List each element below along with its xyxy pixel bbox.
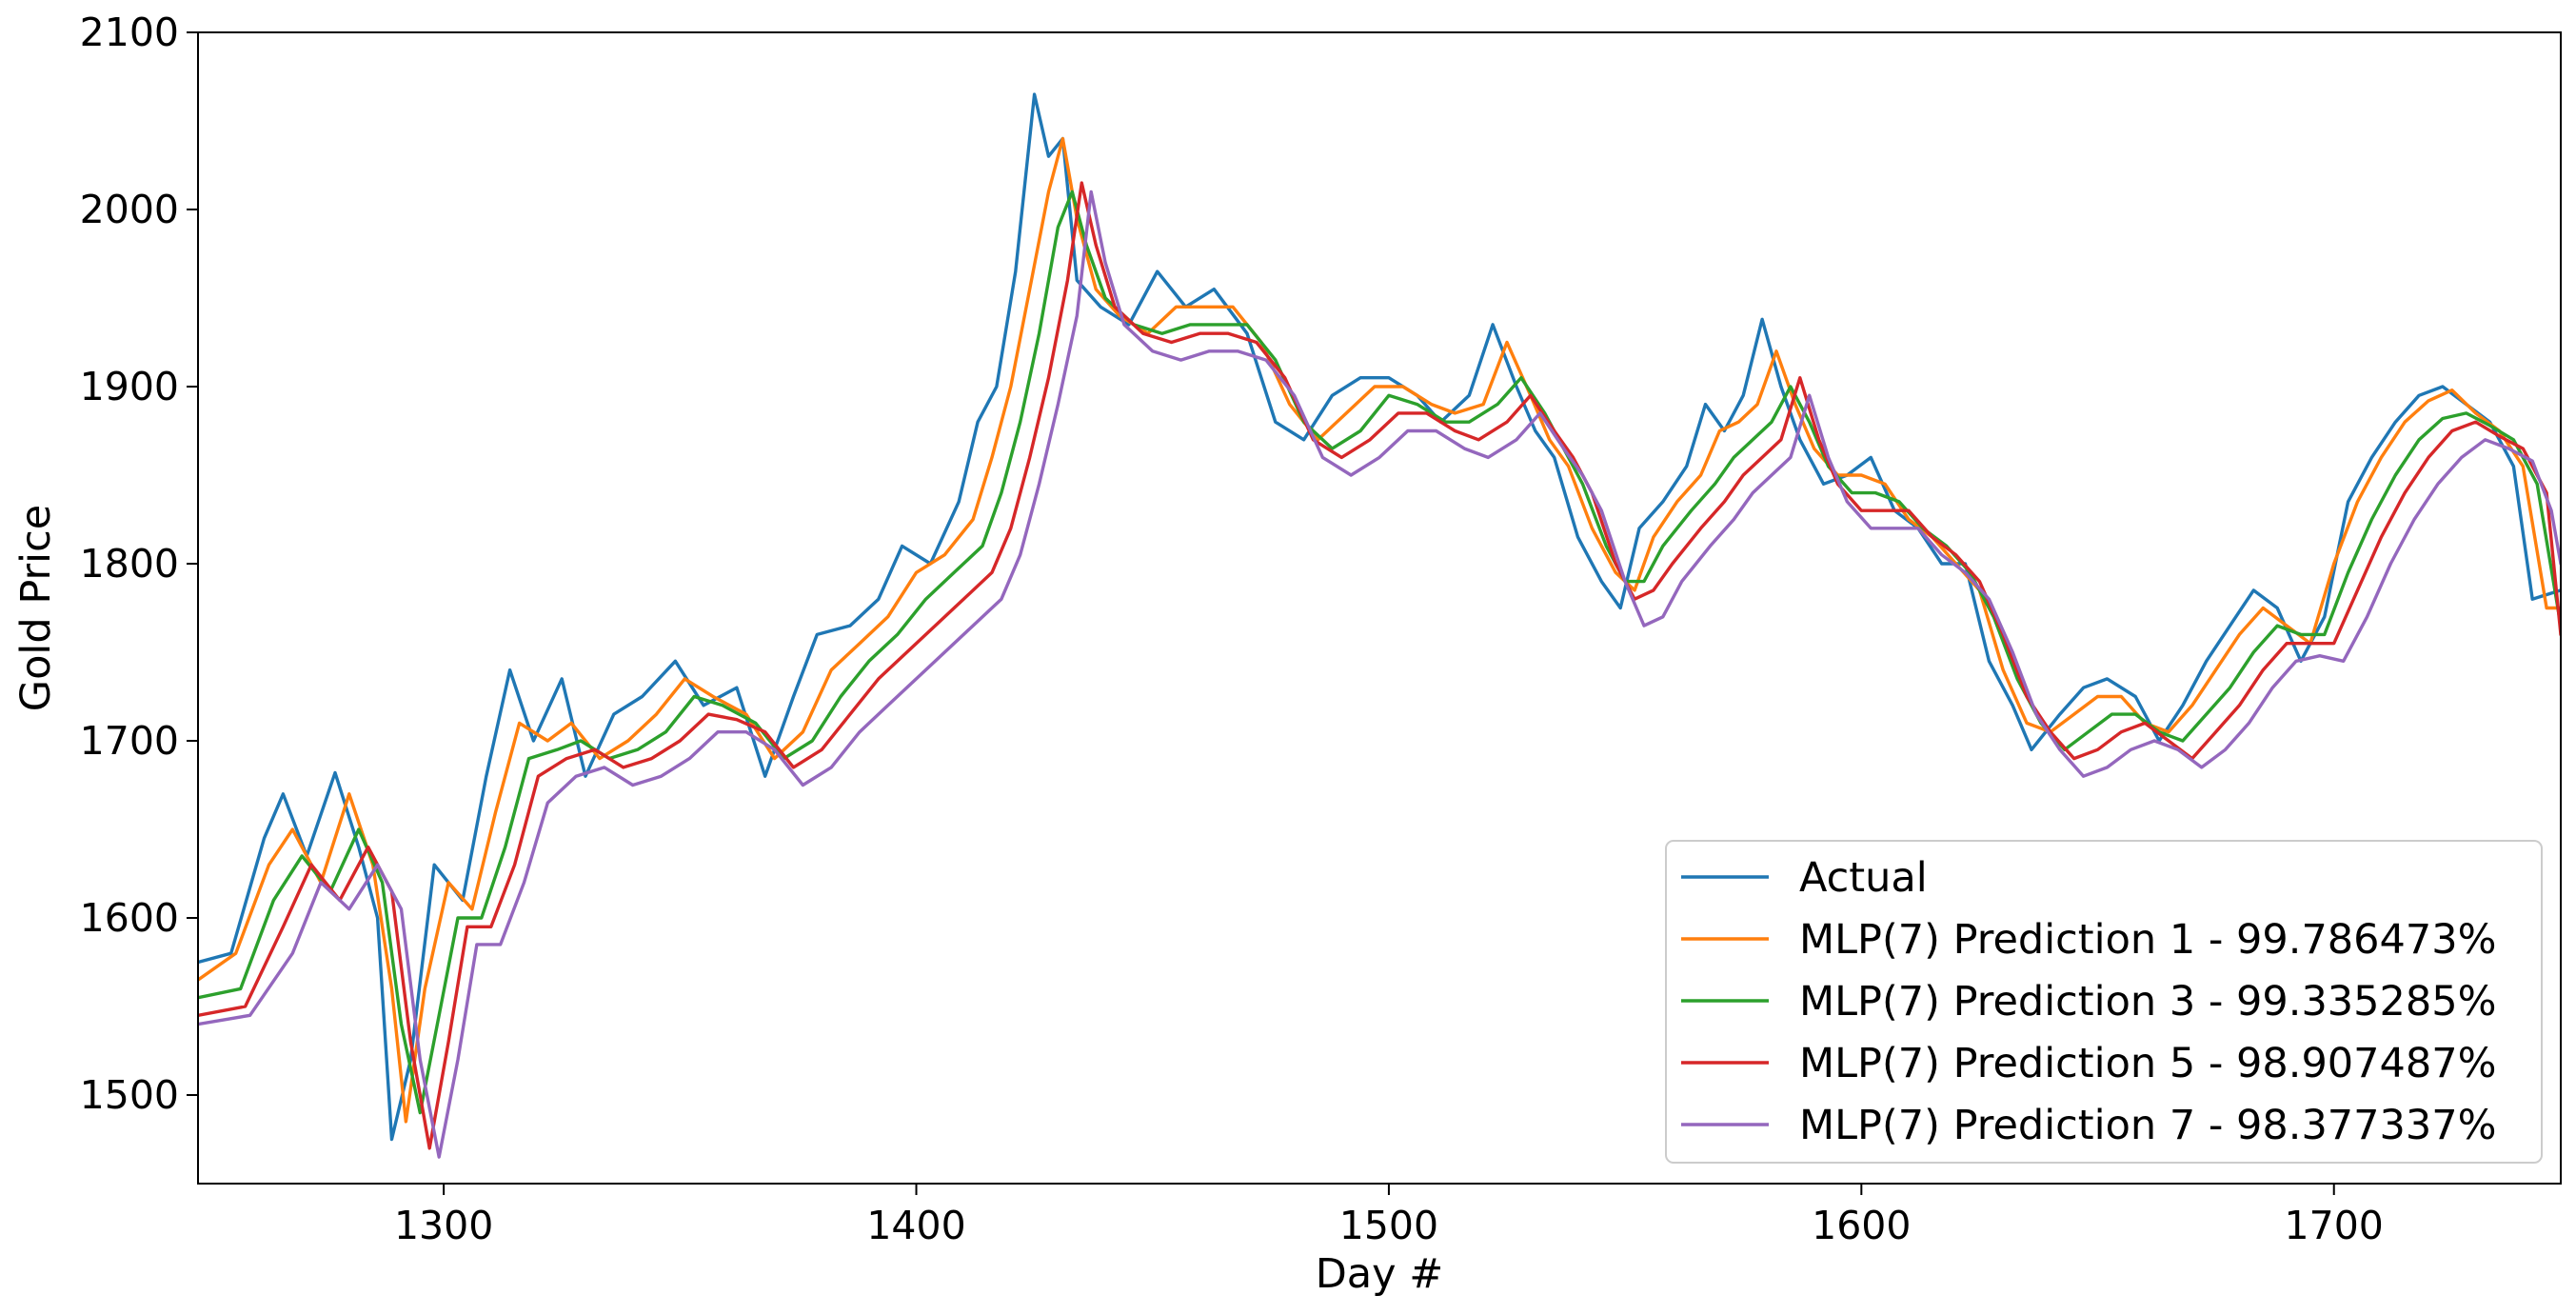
series-line-3: [198, 189, 2561, 1115]
series-line-2: [198, 136, 2561, 1124]
y-tick-label: 1900: [80, 364, 179, 409]
legend-box: [1665, 840, 2543, 1164]
legend-label: MLP(7) Prediction 7 - 98.377337%: [1799, 1102, 2496, 1149]
legend-label: MLP(7) Prediction 3 - 99.335285%: [1799, 978, 2496, 1026]
x-axis-label: Day #: [1316, 1250, 1444, 1298]
x-axis: 1300 1400 1500 1600 1700: [394, 1184, 2384, 1248]
y-tick-label: 2100: [80, 10, 179, 55]
plot-area: [198, 92, 2561, 1159]
x-tick-label: 1600: [1812, 1203, 1911, 1248]
x-tick-label: 1400: [866, 1203, 965, 1248]
series-line-5: [198, 189, 2561, 1159]
y-axis-label: Gold Price: [12, 505, 60, 711]
y-axis: 1500 1600 1700 1800 1900 2000 2100: [80, 10, 198, 1118]
y-tick-label: 1500: [80, 1072, 179, 1118]
legend-label: MLP(7) Prediction 5 - 98.907487%: [1799, 1040, 2496, 1087]
y-tick-label: 1700: [80, 718, 179, 764]
y-tick-label: 1800: [80, 541, 179, 587]
x-tick-label: 1700: [2285, 1203, 2384, 1248]
y-tick-label: 2000: [80, 187, 179, 232]
x-tick-label: 1300: [394, 1203, 493, 1248]
axes-frame: [197, 31, 2562, 1185]
legend-label: Actual: [1799, 854, 1928, 902]
x-tick-label: 1500: [1339, 1203, 1438, 1248]
legend: Actual MLP(7) Prediction 1 - 99.786473% ML…: [1665, 840, 2543, 1164]
y-tick-label: 1600: [80, 895, 179, 941]
legend-label: MLP(7) Prediction 1 - 99.786473%: [1799, 916, 2496, 964]
